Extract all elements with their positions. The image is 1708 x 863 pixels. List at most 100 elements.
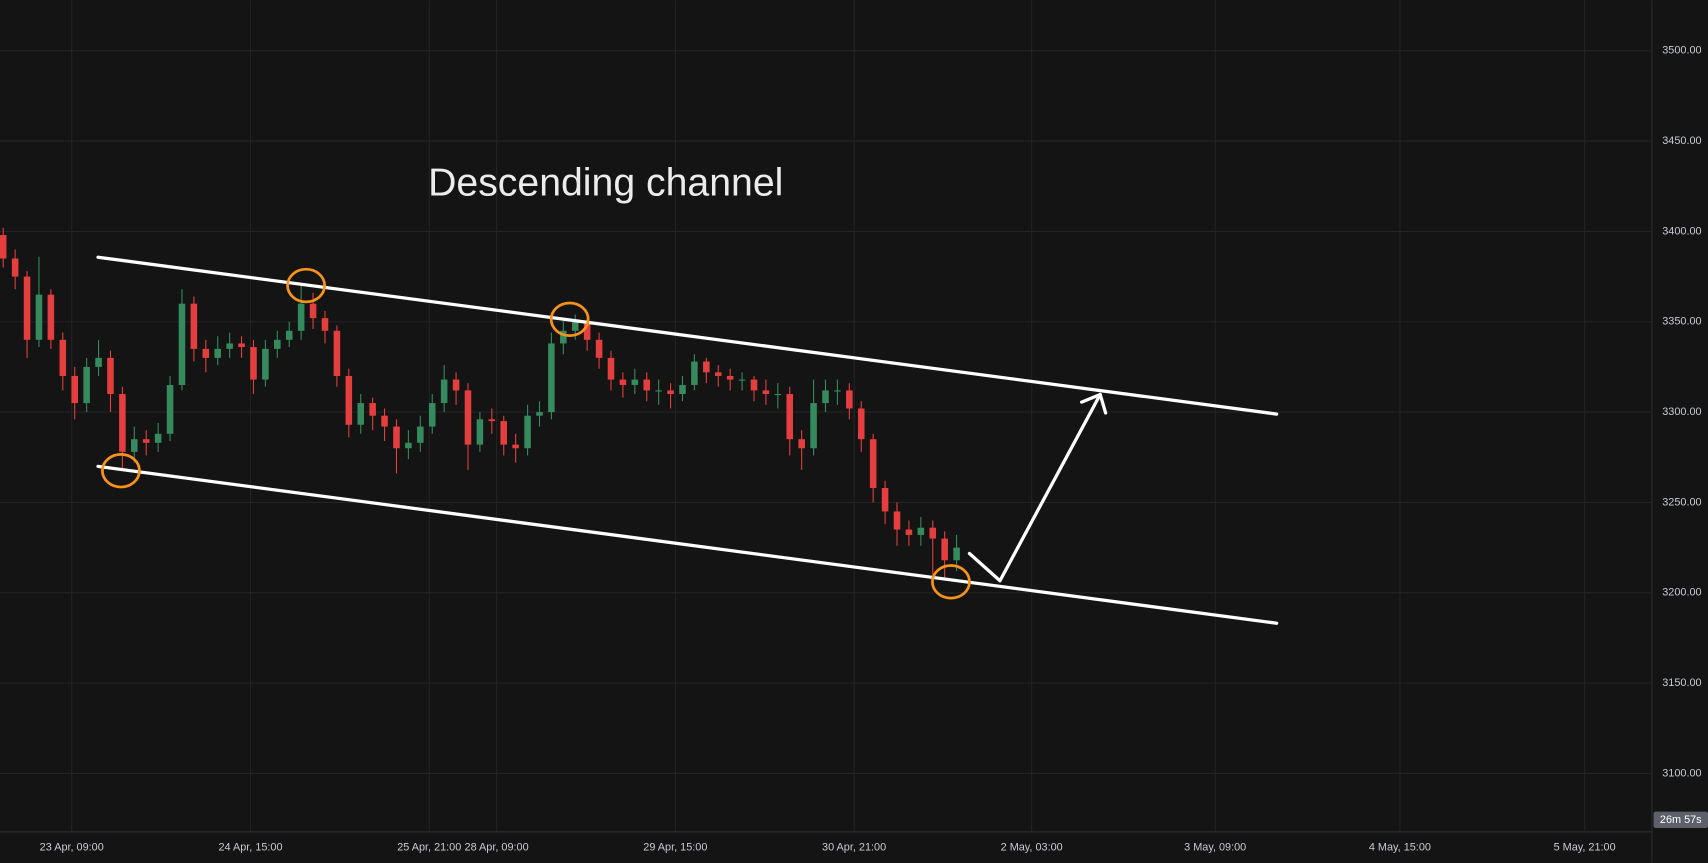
candle-body — [309, 303, 317, 319]
candle-body — [536, 412, 543, 416]
candle-body — [655, 390, 662, 392]
candle-body — [357, 403, 365, 425]
y-tick-label: 3350.00 — [1662, 316, 1701, 328]
y-tick-label: 3250.00 — [1662, 496, 1701, 508]
candle-body — [440, 379, 448, 404]
touch-circle — [549, 301, 590, 338]
candle-body — [131, 439, 138, 452]
grid — [0, 0, 1652, 832]
candle-body — [345, 375, 353, 425]
candle-body — [11, 258, 19, 277]
countdown-text: 26m 57s — [1660, 814, 1702, 826]
countdown-tag — [1653, 811, 1708, 828]
candle-body — [250, 347, 257, 380]
x-tick-label: 28 Apr, 09:00 — [465, 841, 529, 853]
y-tick-label: 3400.00 — [1662, 225, 1701, 237]
drawings — [96, 255, 1279, 625]
candle-body — [846, 390, 853, 409]
candle-body — [226, 343, 233, 349]
candle-body — [750, 379, 758, 391]
x-tick-label: 25 Apr, 21:00 — [397, 841, 461, 853]
candle-body — [178, 303, 186, 385]
candle-body — [941, 538, 948, 561]
candle-body — [679, 384, 686, 395]
candle-body — [428, 403, 436, 427]
y-tick-label: 3500.00 — [1662, 45, 1701, 57]
candle-body — [95, 357, 102, 367]
candles — [0, 227, 960, 579]
x-tick-label: 4 May, 15:00 — [1369, 841, 1431, 853]
candle-body — [857, 408, 865, 440]
candle-body — [83, 366, 90, 404]
time-axis: 23 Apr, 09:00 24 Apr, 15:00 25 Apr, 21:00 2… — [40, 841, 1616, 853]
candle-body — [512, 444, 519, 449]
candle-body — [643, 379, 651, 391]
y-tick-label: 3450.00 — [1662, 135, 1701, 147]
candle-body — [667, 390, 674, 395]
candle-body — [71, 375, 78, 404]
x-tick-label: 3 May, 09:00 — [1184, 841, 1246, 853]
candle-body — [500, 421, 508, 445]
candle-body — [798, 439, 805, 449]
candle-body — [381, 415, 388, 427]
candle-body — [905, 529, 913, 535]
candle-body — [786, 394, 794, 440]
x-tick-label: 5 May, 21:00 — [1554, 841, 1616, 853]
candle-body — [595, 339, 603, 358]
annotation-text: Descending channel — [428, 162, 783, 205]
y-tick-label: 3300.00 — [1662, 406, 1701, 418]
y-tick-label: 3200.00 — [1662, 587, 1701, 599]
candle-body — [107, 357, 114, 395]
candle-body — [405, 442, 412, 449]
candle-body — [0, 235, 7, 259]
candle-body — [214, 348, 222, 358]
projection-arrow — [967, 392, 1102, 583]
candle-body — [238, 343, 245, 348]
y-tick-label: 3100.00 — [1662, 767, 1701, 779]
channel-lower-line — [96, 464, 1279, 625]
candle-body — [119, 394, 126, 452]
candle-body — [762, 390, 770, 395]
candle-body — [262, 348, 269, 380]
candle-body — [881, 487, 889, 512]
candle-body — [476, 419, 484, 445]
arrow-head — [1080, 392, 1108, 415]
candle-body — [691, 361, 698, 385]
candle-body — [869, 439, 877, 488]
candle-body — [929, 527, 937, 539]
candle-body — [417, 426, 424, 443]
channel-upper-line — [96, 255, 1279, 416]
candle-body — [834, 390, 841, 392]
candle-body — [524, 415, 531, 449]
candle-body — [47, 294, 55, 340]
candle-body — [726, 375, 734, 380]
candle-body — [393, 426, 400, 449]
touch-circle — [101, 453, 141, 489]
candle-body — [738, 379, 746, 381]
candle-body — [619, 379, 627, 385]
candle-body — [166, 384, 174, 434]
candle-body — [285, 330, 293, 340]
candle-body — [369, 403, 376, 416]
x-tick-label: 30 Apr, 21:00 — [822, 841, 886, 853]
x-tick-label: 29 Apr, 15:00 — [643, 841, 707, 853]
candle-body — [35, 294, 43, 340]
candle-body — [917, 527, 925, 535]
candle-body — [452, 379, 460, 391]
candle-body — [893, 511, 901, 530]
price-axis: 3100.00 3150.00 3200.00 3250.00 3300.00 3350.… — [1662, 45, 1701, 780]
x-tick-label: 24 Apr, 15:00 — [218, 841, 282, 853]
candle-body — [548, 343, 555, 413]
candle-body — [142, 439, 150, 443]
candle-body — [190, 303, 198, 349]
y-tick-label: 3150.00 — [1662, 677, 1701, 689]
x-tick-label: 23 Apr, 09:00 — [40, 841, 104, 853]
candle-body — [333, 330, 341, 376]
candle-body — [464, 390, 472, 445]
candle-body — [297, 303, 305, 331]
candle-body — [774, 394, 782, 396]
candle-body — [321, 318, 329, 331]
candle-body — [703, 361, 710, 373]
